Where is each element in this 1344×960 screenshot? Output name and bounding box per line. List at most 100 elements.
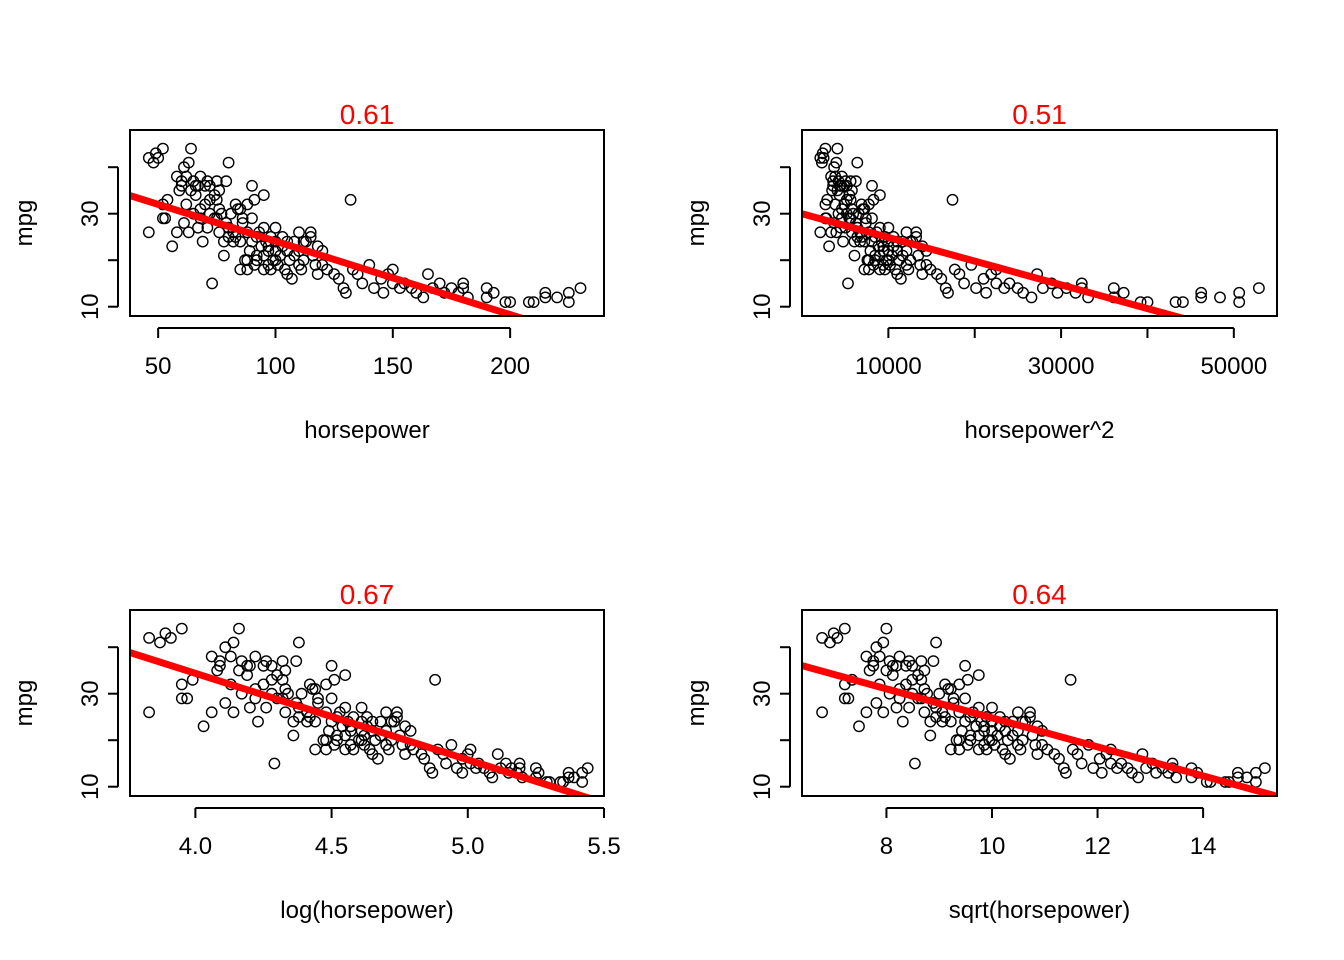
data-point	[217, 235, 230, 248]
data-point	[896, 715, 909, 728]
x-tick-label: 12	[1084, 833, 1111, 860]
panel-title: 0.67	[340, 579, 395, 610]
data-point	[309, 743, 322, 756]
x-tick-label: 4.5	[315, 833, 348, 860]
data-point	[331, 729, 343, 742]
data-point	[464, 743, 477, 756]
data-point	[309, 683, 322, 695]
data-point	[1250, 766, 1262, 779]
data-point	[854, 235, 866, 248]
data-point	[977, 272, 990, 285]
data-point	[196, 235, 209, 248]
data-point	[906, 659, 919, 672]
data-point	[175, 692, 188, 705]
y-axis-title: mpg	[11, 200, 38, 247]
data-point	[909, 757, 921, 770]
data-point	[156, 142, 169, 155]
data-point	[282, 687, 294, 700]
data-point	[829, 170, 842, 183]
data-point	[175, 622, 188, 635]
panel-2: 10000 30000 50000 10 30 0.51 horsepower^2 mpg	[683, 99, 1278, 444]
data-point	[1107, 282, 1120, 294]
data-point	[320, 734, 332, 747]
fit-line	[802, 662, 1277, 796]
x-axis-title: log(horsepower)	[280, 897, 453, 924]
data-point	[418, 752, 431, 765]
data-point	[562, 296, 575, 308]
data-point	[936, 715, 949, 728]
data-point	[816, 632, 828, 644]
plot-frame	[801, 609, 1278, 797]
panel-4: 8 10 12 14 10 30 0.64 sqrt(horsepower) mpg	[683, 579, 1278, 924]
data-point	[222, 156, 235, 169]
data-point	[355, 701, 368, 714]
data-point	[882, 221, 895, 234]
data-point	[487, 286, 500, 299]
data-point	[312, 697, 324, 709]
data-point	[325, 692, 338, 705]
panel-1: 50 100 150 200 10 30 0.61 horsepower mpg	[11, 99, 605, 444]
data-point	[252, 715, 264, 728]
x-tick-label: 50000	[1200, 353, 1267, 380]
y-tick-label: 10	[749, 293, 776, 320]
data-point	[924, 729, 937, 742]
data-point	[814, 226, 827, 239]
fit-line	[802, 210, 1188, 316]
x-tick-label: 14	[1190, 833, 1217, 860]
data-point	[953, 734, 966, 747]
data-point	[959, 692, 971, 705]
data-point	[417, 291, 430, 304]
data-point	[399, 720, 411, 733]
data-point	[164, 632, 177, 644]
data-point	[886, 659, 899, 672]
y-tick-label: 10	[749, 773, 776, 800]
data-point	[980, 286, 992, 299]
data-point	[944, 715, 957, 728]
data-point	[426, 766, 439, 779]
data-point	[513, 757, 526, 770]
data-point	[1016, 734, 1029, 747]
data-point	[863, 254, 875, 267]
data-point	[250, 254, 263, 267]
data-point	[339, 701, 352, 714]
data-point	[523, 296, 535, 308]
data-point	[325, 659, 338, 672]
data-point	[234, 235, 247, 248]
data-point	[844, 193, 857, 206]
data-point	[964, 729, 977, 742]
x-tick-label: 30000	[1028, 353, 1095, 380]
x-axis-title: horsepower	[304, 417, 429, 444]
data-point	[213, 184, 226, 197]
data-point	[380, 706, 392, 719]
data-point	[328, 673, 341, 686]
data-point	[457, 277, 470, 290]
y-tick-label: 30	[749, 200, 776, 227]
data-point	[1053, 752, 1065, 765]
data-point	[356, 277, 369, 290]
points-group	[816, 622, 1271, 788]
data-point	[1241, 771, 1253, 784]
data-point	[371, 752, 384, 765]
data-point	[1071, 748, 1084, 760]
data-point	[185, 142, 197, 155]
x-axis-title: horsepower^2	[964, 417, 1114, 444]
points-group	[142, 142, 587, 308]
data-point	[1132, 771, 1145, 784]
data-point	[243, 659, 256, 672]
fit-line	[130, 192, 527, 316]
data-point	[527, 296, 540, 308]
data-point	[858, 263, 871, 276]
data-point	[213, 226, 226, 239]
data-point	[189, 179, 202, 192]
data-point	[279, 706, 292, 719]
data-point	[220, 175, 233, 188]
data-point	[823, 240, 835, 253]
plot-frame	[129, 129, 605, 317]
data-point	[339, 669, 352, 681]
data-point	[1195, 286, 1208, 299]
data-point	[574, 282, 587, 294]
data-point	[344, 193, 357, 206]
data-point	[504, 296, 516, 308]
data-point	[241, 254, 254, 267]
data-point	[246, 179, 258, 192]
